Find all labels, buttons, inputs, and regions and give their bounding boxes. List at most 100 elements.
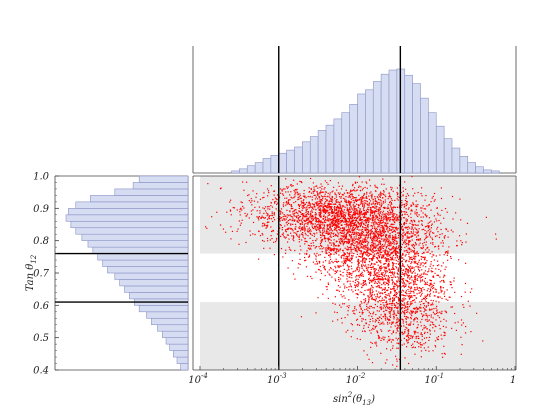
scatter-point — [289, 199, 291, 201]
scatter-point — [374, 186, 376, 188]
scatter-point — [297, 218, 299, 220]
scatter-point — [349, 219, 351, 222]
scatter-point — [347, 259, 349, 262]
scatter-point — [324, 274, 326, 277]
scatter-point — [319, 254, 321, 256]
scatter-point — [393, 287, 395, 290]
scatter-point — [389, 311, 391, 313]
scatter-point — [427, 288, 429, 290]
scatter-point — [359, 219, 361, 222]
scatter-point — [419, 295, 422, 297]
scatter-point — [280, 235, 282, 237]
scatter-point — [445, 311, 447, 314]
scatter-point — [394, 222, 396, 224]
scatter-point — [376, 293, 378, 295]
scatter-point — [386, 207, 389, 210]
scatter-point — [423, 305, 426, 307]
scatter-point — [388, 339, 390, 342]
scatter-point — [300, 230, 302, 232]
scatter-point — [345, 218, 347, 220]
scatter-point — [254, 206, 256, 209]
scatter-point — [383, 304, 385, 306]
scatter-point — [379, 242, 381, 244]
scatter-point — [400, 256, 403, 258]
top-histogram-bar — [428, 112, 437, 174]
scatter-point — [400, 219, 402, 221]
scatter-point — [317, 193, 319, 195]
scatter-point — [410, 310, 412, 312]
scatter-point — [345, 229, 347, 231]
scatter-point — [341, 235, 343, 237]
scatter-point — [385, 296, 387, 298]
scatter-point — [247, 194, 249, 197]
scatter-point — [404, 305, 406, 307]
scatter-point — [403, 203, 406, 206]
scatter-point — [338, 209, 340, 212]
scatter-point — [374, 247, 377, 249]
top-histogram-bar — [231, 170, 240, 174]
scatter-point — [382, 226, 385, 228]
scatter-point — [401, 308, 403, 310]
scatter-point — [402, 187, 404, 189]
scatter-point — [401, 294, 403, 296]
scatter-point — [311, 234, 313, 236]
scatter-point — [362, 241, 364, 244]
scatter-point — [359, 240, 362, 242]
scatter-point — [408, 249, 410, 251]
scatter-point — [291, 228, 293, 231]
scatter-point — [447, 259, 449, 261]
scatter-point — [367, 237, 369, 239]
scatter-point — [338, 265, 340, 267]
scatter-point — [379, 229, 381, 232]
scatter-point — [305, 259, 307, 261]
scatter-point — [357, 266, 359, 268]
top-histogram-bar — [365, 89, 374, 174]
scatter-point — [340, 208, 343, 210]
scatter-point — [326, 225, 329, 227]
scatter-point — [356, 241, 358, 243]
scatter-point — [389, 298, 391, 301]
scatter-point — [404, 239, 406, 241]
scatter-point — [307, 247, 309, 249]
scatter-point — [375, 272, 377, 274]
scatter-point — [410, 231, 412, 233]
scatter-point — [295, 192, 297, 194]
scatter-point — [429, 284, 432, 286]
scatter-point — [305, 240, 307, 242]
scatter-point — [402, 280, 404, 282]
scatter-point — [377, 221, 380, 224]
scatter-point — [441, 310, 443, 312]
scatter-point — [274, 197, 277, 199]
scatter-point — [357, 289, 359, 291]
scatter-point — [408, 285, 410, 287]
scatter-point — [372, 307, 374, 309]
scatter-point — [424, 319, 427, 321]
scatter-point — [342, 212, 344, 214]
scatter-point — [294, 195, 296, 197]
top-histogram-bar — [467, 162, 476, 174]
scatter-point — [348, 241, 350, 244]
scatter-point — [392, 242, 394, 245]
scatter-point — [366, 239, 368, 241]
scatter-point — [356, 293, 358, 295]
scatter-point — [288, 215, 290, 217]
scatter-point — [413, 267, 415, 269]
scatter-point — [388, 281, 390, 283]
scatter-point — [356, 268, 358, 271]
scatter-point — [269, 208, 271, 210]
scatter-point — [353, 217, 356, 219]
scatter-point — [319, 208, 321, 211]
scatter-point — [442, 240, 444, 242]
scatter-point — [302, 195, 305, 197]
scatter-point — [205, 226, 207, 228]
scatter-point — [402, 254, 404, 256]
scatter-point — [365, 284, 367, 286]
scatter-point — [345, 261, 347, 263]
scatter-point — [387, 238, 389, 240]
scatter-point — [401, 254, 403, 256]
scatter-point — [308, 191, 310, 193]
scatter-point — [376, 296, 379, 298]
scatter-point — [304, 203, 306, 205]
scatter-point — [309, 216, 311, 218]
scatter-point — [326, 286, 328, 288]
